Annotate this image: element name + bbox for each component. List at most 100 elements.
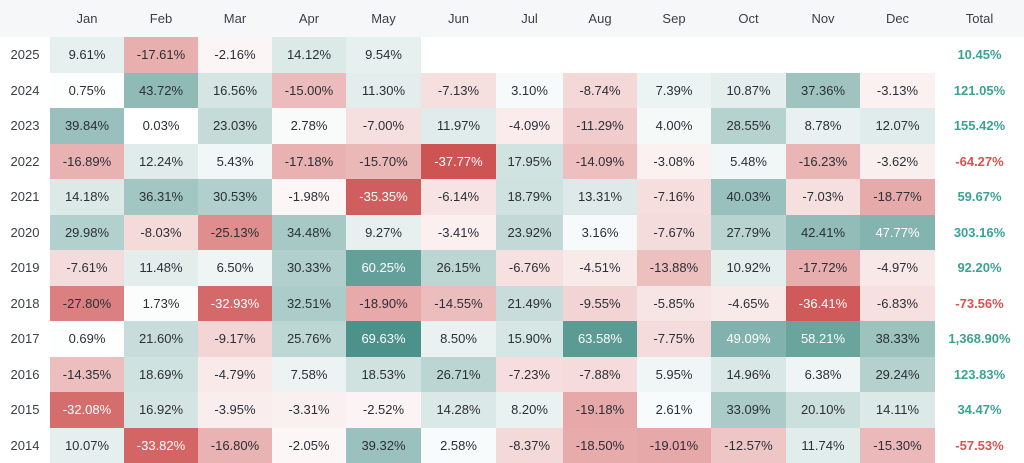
return-cell: 7.39% — [637, 72, 711, 108]
return-cell: -3.13% — [860, 72, 935, 108]
return-cell: -14.35% — [50, 356, 124, 392]
return-cell: 18.69% — [124, 356, 198, 392]
return-cell: -3.41% — [421, 214, 496, 250]
return-cell: 32.51% — [272, 285, 346, 321]
return-cell: -32.08% — [50, 392, 124, 428]
return-cell: -2.05% — [272, 427, 346, 463]
return-cell: 16.92% — [124, 392, 198, 428]
return-cell: -7.16% — [637, 179, 711, 215]
return-cell: -35.35% — [346, 179, 421, 215]
column-header: Total — [935, 0, 1024, 37]
return-cell: 29.24% — [860, 356, 935, 392]
return-cell: 8.78% — [786, 108, 860, 144]
return-cell: 30.53% — [198, 179, 272, 215]
column-header: May — [346, 0, 421, 37]
return-cell: 9.61% — [50, 37, 124, 73]
return-cell: 43.72% — [124, 72, 198, 108]
return-cell: 5.43% — [198, 143, 272, 179]
return-cell: 2.61% — [637, 392, 711, 428]
return-cell: 2.58% — [421, 427, 496, 463]
return-cell: -5.85% — [637, 285, 711, 321]
return-cell: 13.31% — [563, 179, 637, 215]
return-cell: -14.55% — [421, 285, 496, 321]
column-header: Jan — [50, 0, 124, 37]
return-cell: -16.23% — [786, 143, 860, 179]
return-cell: 26.71% — [421, 356, 496, 392]
return-cell: 8.20% — [496, 392, 563, 428]
empty-cell — [563, 37, 637, 73]
return-cell: 0.69% — [50, 321, 124, 357]
return-cell: 26.15% — [421, 250, 496, 286]
return-cell: 14.18% — [50, 179, 124, 215]
return-cell: 36.31% — [124, 179, 198, 215]
total-cell: 123.83% — [953, 366, 1006, 382]
row-year: 2022 — [10, 153, 40, 169]
return-cell: 29.98% — [50, 214, 124, 250]
return-cell: -37.77% — [421, 143, 496, 179]
return-cell: -6.14% — [421, 179, 496, 215]
return-cell: 9.54% — [346, 37, 421, 73]
return-cell: 14.96% — [711, 356, 786, 392]
total-cell: -73.56% — [955, 295, 1004, 311]
return-cell: 4.00% — [637, 108, 711, 144]
return-cell: -7.67% — [637, 214, 711, 250]
empty-cell — [860, 37, 935, 73]
return-cell: -4.09% — [496, 108, 563, 144]
return-cell: 34.48% — [272, 214, 346, 250]
empty-cell — [786, 37, 860, 73]
total-cell: -57.53% — [955, 437, 1004, 453]
return-cell: -17.18% — [272, 143, 346, 179]
return-cell: 6.50% — [198, 250, 272, 286]
return-cell: -3.62% — [860, 143, 935, 179]
return-cell: -7.75% — [637, 321, 711, 357]
return-cell: 0.03% — [124, 108, 198, 144]
return-cell: 40.03% — [711, 179, 786, 215]
return-cell: -12.57% — [711, 427, 786, 463]
return-cell: 58.21% — [786, 321, 860, 357]
return-cell: 60.25% — [346, 250, 421, 286]
return-cell: -8.37% — [496, 427, 563, 463]
return-cell: 10.92% — [711, 250, 786, 286]
column-header: Jul — [496, 0, 563, 37]
return-cell: -4.65% — [711, 285, 786, 321]
return-cell: 33.09% — [711, 392, 786, 428]
return-cell: -27.80% — [50, 285, 124, 321]
empty-cell — [496, 37, 563, 73]
column-header: Apr — [272, 0, 346, 37]
row-year: 2025 — [10, 47, 40, 63]
return-cell: -7.03% — [786, 179, 860, 215]
total-cell: 92.20% — [957, 260, 1002, 276]
return-cell: 0.75% — [50, 72, 124, 108]
return-cell: 39.84% — [50, 108, 124, 144]
return-cell: 6.38% — [786, 356, 860, 392]
return-cell: -4.97% — [860, 250, 935, 286]
return-cell: -7.00% — [346, 108, 421, 144]
return-cell: 27.79% — [711, 214, 786, 250]
return-cell: 3.10% — [496, 72, 563, 108]
return-cell: 39.32% — [346, 427, 421, 463]
return-cell: -7.88% — [563, 356, 637, 392]
return-cell: -14.09% — [563, 143, 637, 179]
row-year: 2020 — [10, 224, 40, 240]
column-header: Jun — [421, 0, 496, 37]
return-cell: -17.72% — [786, 250, 860, 286]
return-cell: -13.88% — [637, 250, 711, 286]
return-cell: 3.16% — [563, 214, 637, 250]
return-cell: -16.89% — [50, 143, 124, 179]
return-cell: 11.97% — [421, 108, 496, 144]
return-cell: 5.48% — [711, 143, 786, 179]
return-cell: -4.51% — [563, 250, 637, 286]
return-cell: -9.55% — [563, 285, 637, 321]
row-year: 2023 — [10, 118, 40, 134]
return-cell: -25.13% — [198, 214, 272, 250]
row-year: 2018 — [10, 295, 40, 311]
return-cell: 63.58% — [563, 321, 637, 357]
return-cell: 11.30% — [346, 72, 421, 108]
return-cell: 1.73% — [124, 285, 198, 321]
return-cell: 47.77% — [860, 214, 935, 250]
return-cell: -6.76% — [496, 250, 563, 286]
row-year: 2024 — [10, 82, 40, 98]
return-cell: 10.87% — [711, 72, 786, 108]
empty-cell — [711, 37, 786, 73]
return-cell: 42.41% — [786, 214, 860, 250]
